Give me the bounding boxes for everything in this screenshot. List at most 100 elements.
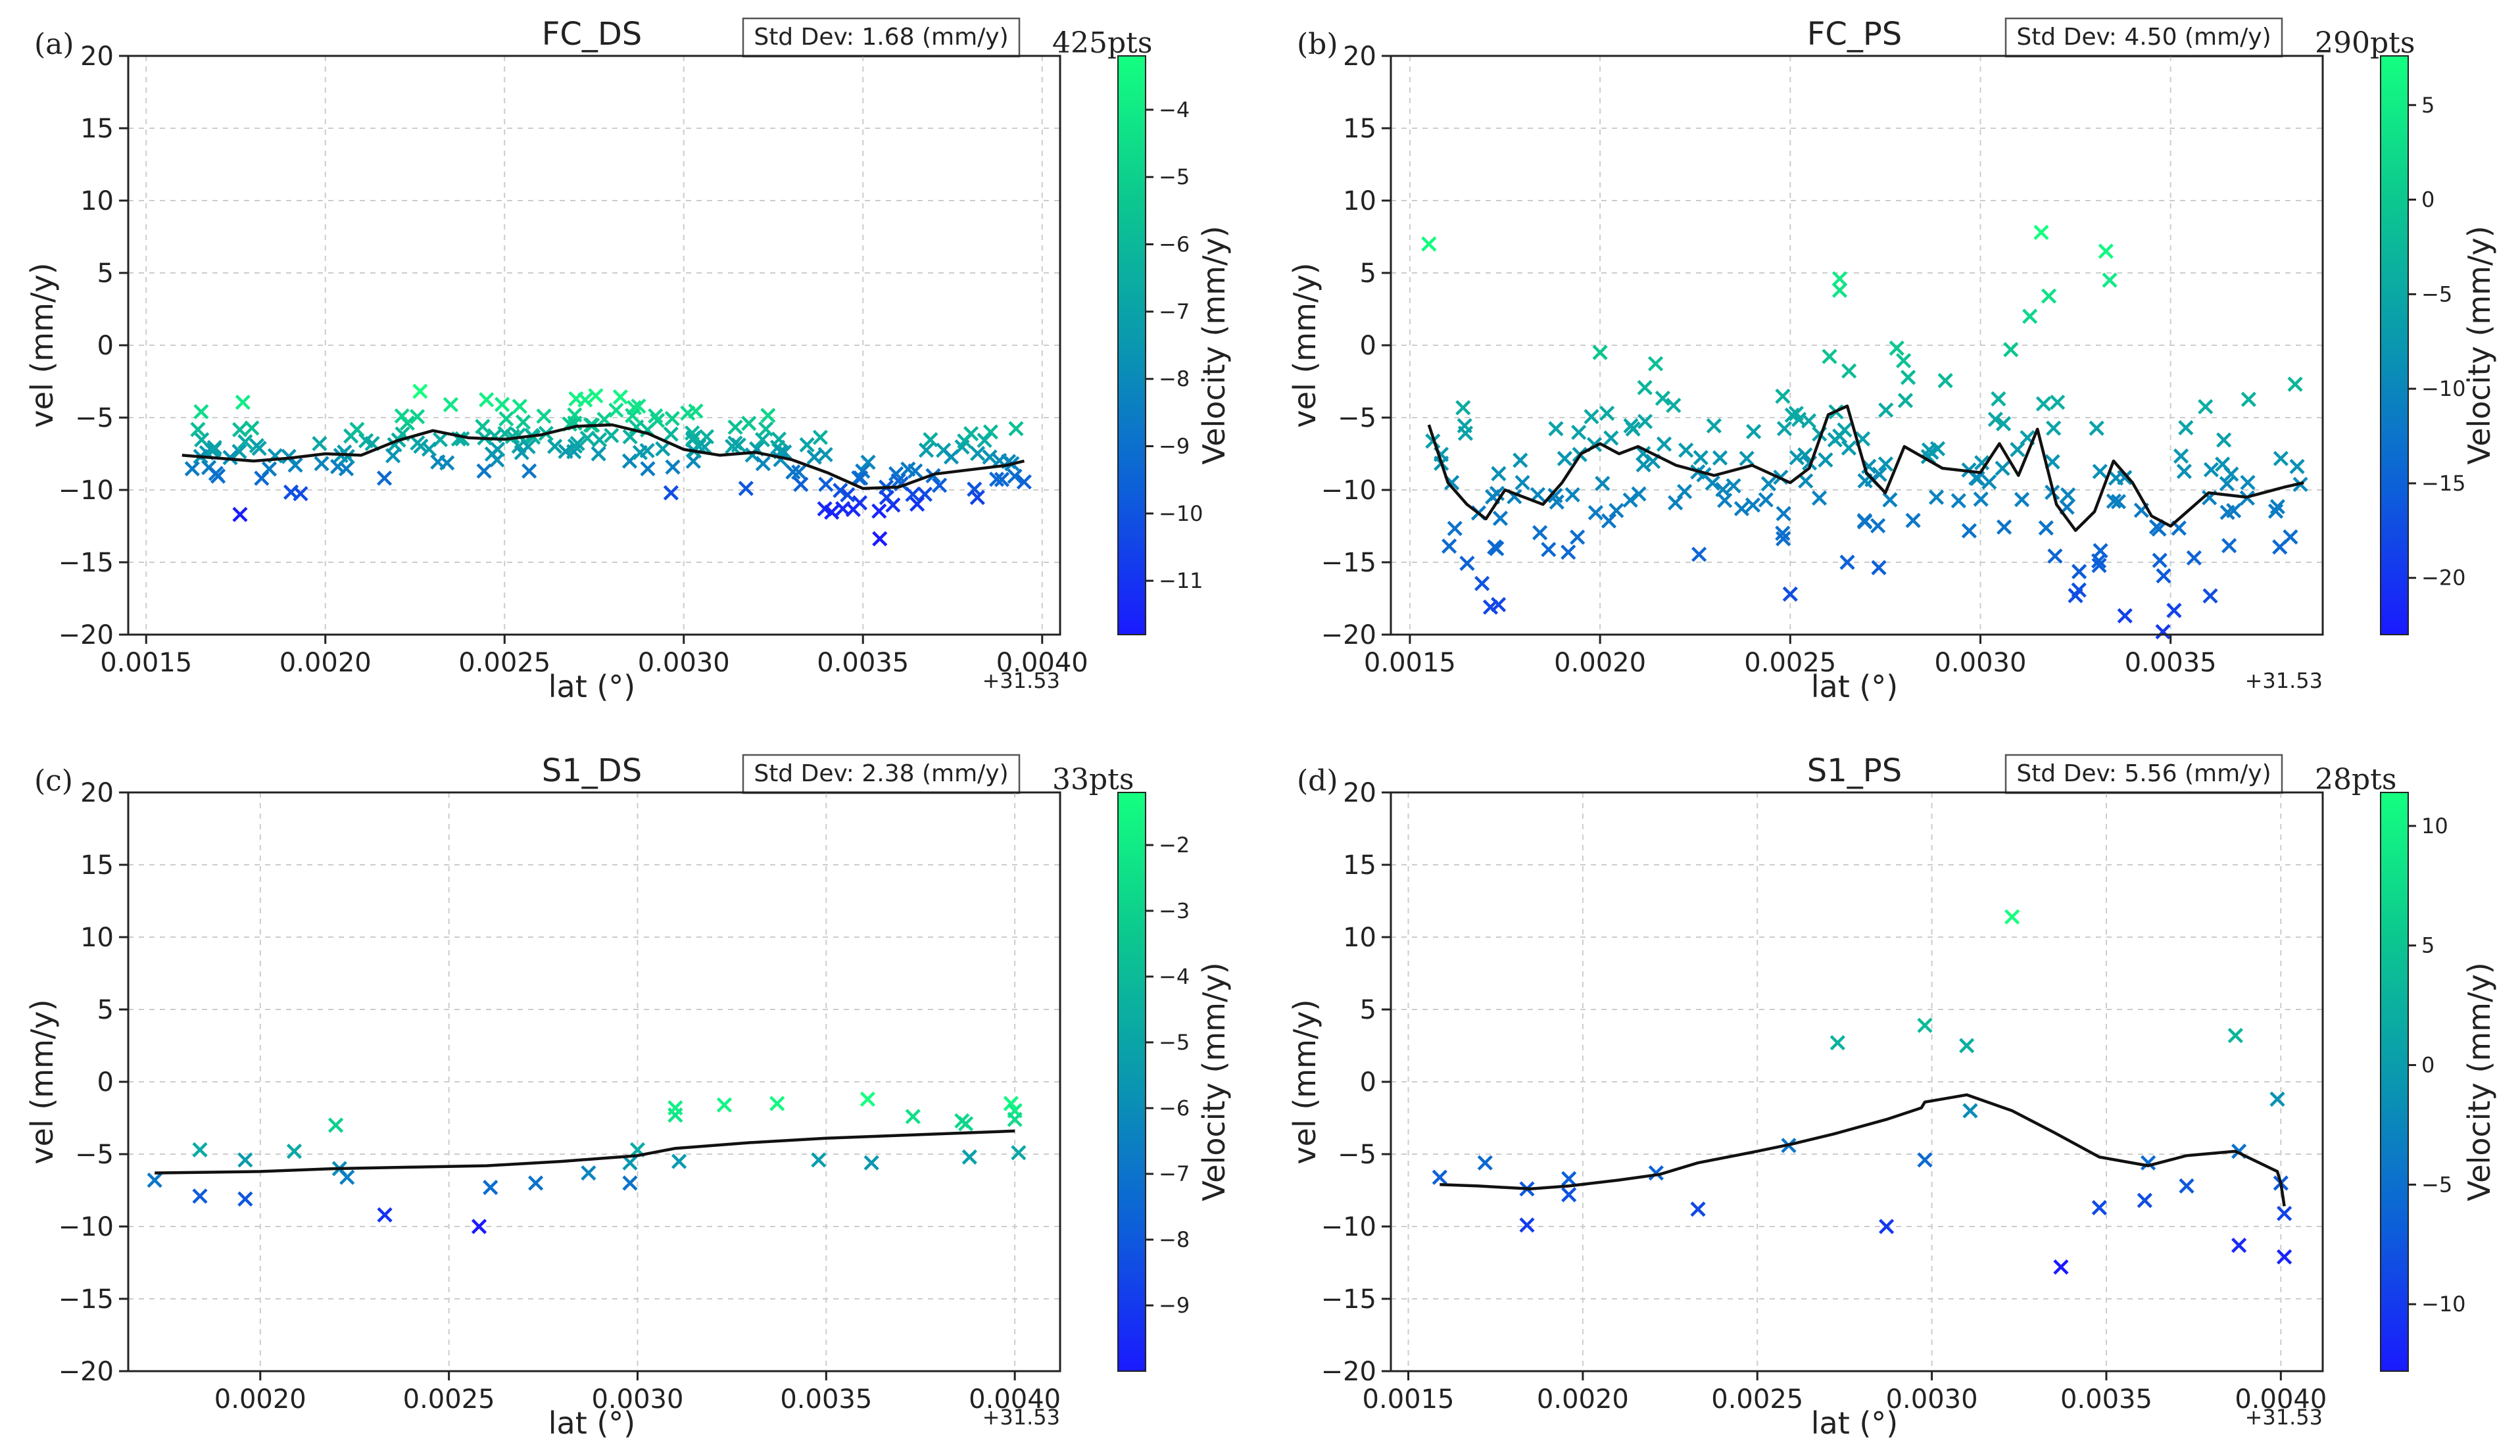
data-point: [1514, 475, 1530, 491]
x-tick-label: 0.0030: [1886, 1384, 1978, 1415]
x-axis-ticks: 0.0015 0.0020 0.0025 0.0030 0.0035: [1364, 635, 2217, 678]
data-point: [476, 463, 492, 479]
data-point: [413, 438, 429, 454]
data-point: [1691, 546, 1707, 562]
colorbar-label: Velocity (mm/y): [2461, 962, 2497, 1201]
data-point: [232, 422, 248, 437]
data-point: [254, 470, 270, 486]
x-tick-label: 0.0035: [2060, 1384, 2152, 1415]
data-point: [2226, 502, 2242, 519]
data-point: [1668, 495, 1684, 511]
data-point: [1745, 497, 1761, 513]
data-point: [2004, 909, 2020, 925]
colorbar-tick-label: −4: [1159, 97, 1190, 122]
data-point: [1739, 450, 1755, 466]
data-point: [2219, 475, 2235, 492]
x-tick-label: 0.0030: [638, 648, 730, 678]
data-point: [568, 391, 584, 407]
colorbar-tick-label: 5: [2421, 93, 2435, 118]
data-point: [337, 444, 352, 460]
data-point: [2117, 470, 2133, 485]
data-point: [1784, 407, 1800, 423]
data-point: [665, 459, 681, 475]
data-point: [2283, 529, 2298, 545]
panel-c: (c) S1_DS Std Dev: 2.38 (mm/y) 33pts 0.0…: [24, 752, 1232, 1441]
data-point: [648, 408, 664, 424]
data-point: [731, 437, 746, 453]
data-points: [184, 383, 1032, 546]
data-point: [2202, 588, 2218, 604]
x-offset-label: +31.53: [2245, 1405, 2323, 1430]
y-tick-label: −5: [1338, 403, 1376, 433]
data-point: [1839, 554, 1855, 570]
data-point: [1733, 500, 1749, 517]
data-point: [917, 486, 933, 502]
data-point: [1571, 424, 1587, 441]
data-point: [650, 412, 666, 429]
data-point: [2110, 494, 2127, 510]
data-point: [231, 443, 247, 460]
data-point: [235, 395, 251, 410]
data-point: [2106, 493, 2122, 509]
data-point: [612, 389, 628, 405]
data-point: [716, 1097, 733, 1113]
data-point: [512, 399, 527, 414]
data-point: [2152, 552, 2168, 568]
y-tick-label: 10: [1343, 923, 1376, 953]
points-count: 28pts: [2315, 763, 2396, 796]
data-points: [1421, 224, 2308, 640]
data-point: [475, 418, 491, 435]
panel-letter: (d): [1297, 764, 1338, 798]
data-point: [193, 404, 209, 420]
colorbar-ticks: −4 −5 −6 −7 −8 −9 −10 −11: [1146, 97, 1203, 593]
data-point: [1678, 442, 1694, 458]
colorbar-ticks: 5 0 −5 −10 −15 −20: [2408, 93, 2466, 591]
x-tick-label: 0.0025: [1744, 648, 1836, 678]
y-tick-label: −20: [59, 620, 114, 650]
data-point: [2068, 588, 2083, 604]
data-point: [192, 1142, 208, 1157]
colorbar-tick-label: −3: [1159, 898, 1190, 923]
data-point: [1760, 476, 1777, 492]
y-tick-label: 0: [1360, 331, 1376, 361]
y-tick-label: −15: [59, 1284, 114, 1315]
data-point: [1872, 466, 1887, 482]
data-point: [2287, 376, 2303, 392]
data-point: [905, 1109, 921, 1125]
data-point: [791, 464, 807, 480]
x-tick-label: 0.0015: [1364, 648, 1456, 678]
chart-title: FC_DS: [542, 16, 642, 53]
x-axis-label: lat (°): [548, 1405, 636, 1441]
data-point: [923, 432, 938, 448]
y-tick-label: 15: [1343, 850, 1376, 881]
data-point: [1587, 505, 1603, 521]
data-point: [977, 432, 992, 449]
data-point: [1530, 487, 1545, 502]
data-point: [1776, 421, 1793, 437]
panel-letter: (a): [34, 28, 74, 61]
data-point: [860, 1091, 876, 1107]
data-point: [1995, 460, 2010, 476]
colorbar-tick-label: −7: [1159, 1161, 1190, 1186]
y-tick-label: −20: [1321, 620, 1376, 650]
data-point: [2216, 432, 2232, 448]
data-point: [1561, 1171, 1577, 1186]
grid: [128, 792, 1060, 1372]
data-point: [479, 392, 495, 408]
std-dev-label: Std Dev: 5.56 (mm/y): [2016, 760, 2271, 787]
data-point: [2050, 395, 2066, 410]
x-tick-label: 0.0015: [1363, 1384, 1455, 1415]
y-tick-label: −10: [59, 1212, 114, 1242]
data-point: [1622, 492, 1638, 508]
colorbar-tick-label: 0: [2421, 187, 2435, 212]
y-tick-label: 10: [1343, 186, 1376, 216]
data-point: [2178, 420, 2194, 435]
data-point: [1447, 520, 1463, 537]
data-point: [1656, 436, 1672, 452]
y-tick-label: −10: [1321, 1212, 1376, 1242]
data-point: [1973, 491, 1989, 507]
data-point: [471, 1219, 487, 1234]
data-point: [1776, 531, 1791, 546]
data-point: [2047, 548, 2063, 564]
data-point: [2269, 498, 2285, 515]
